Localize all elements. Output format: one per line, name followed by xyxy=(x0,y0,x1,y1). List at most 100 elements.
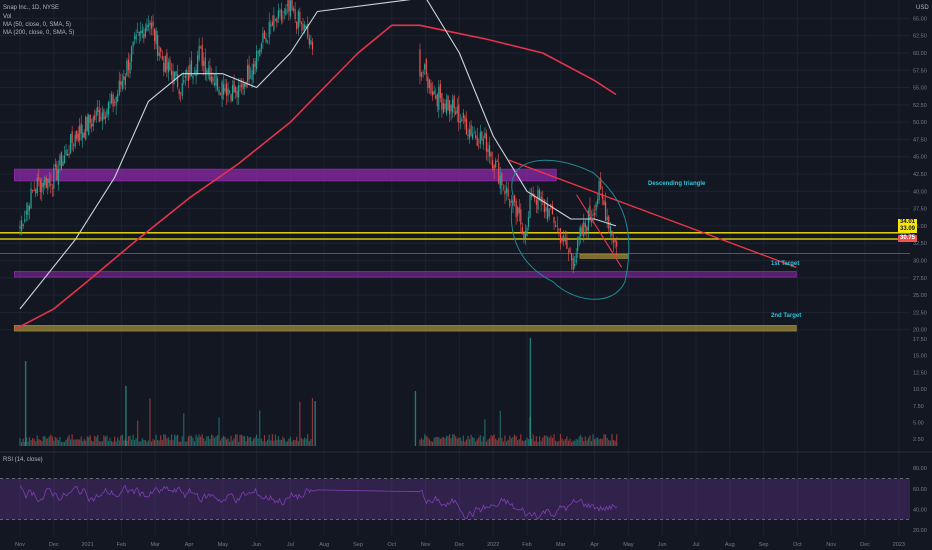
volume-bar xyxy=(236,434,238,446)
volume-bar xyxy=(586,440,588,446)
candle-body xyxy=(574,263,576,266)
candle-body xyxy=(198,45,200,60)
volume-bar xyxy=(581,437,583,446)
candle-body xyxy=(612,240,615,243)
price-tick-label: 40.00 xyxy=(913,189,927,195)
x-tick-label: 2022 xyxy=(487,542,499,548)
volume-bar xyxy=(24,441,26,446)
x-tick-label: May xyxy=(623,542,634,548)
candle-body xyxy=(265,38,267,42)
volume-tick-label: 7.50 xyxy=(913,404,924,410)
candle-body xyxy=(170,70,173,76)
lower-yellow-price-tag: 33.09 xyxy=(898,226,918,233)
wedge-outline xyxy=(510,159,630,300)
volume-bar xyxy=(510,438,512,446)
candle-body xyxy=(237,84,240,98)
candle-body xyxy=(152,21,154,27)
volume-bar xyxy=(289,436,291,446)
x-tick-label: Aug xyxy=(319,542,329,548)
volume-bar xyxy=(80,436,82,446)
volume-bar xyxy=(456,438,458,446)
candle-body xyxy=(150,23,153,29)
price-tick-label: 52.50 xyxy=(913,103,927,109)
volume-spike xyxy=(125,386,127,446)
volume-bar xyxy=(28,437,31,446)
volume-bar xyxy=(183,413,185,446)
volume-bar xyxy=(251,441,253,446)
candle-body xyxy=(450,104,452,112)
volume-bar xyxy=(498,437,500,446)
volume-bar xyxy=(263,434,266,446)
candle-body xyxy=(53,167,55,189)
volume-bar xyxy=(514,434,516,446)
candle-body xyxy=(249,76,252,78)
candle-body xyxy=(267,41,269,43)
candle-body xyxy=(143,34,145,39)
first-target-label: 1st Target xyxy=(771,261,800,267)
volume-bar xyxy=(206,436,208,446)
candle-body xyxy=(465,118,468,135)
candle-body xyxy=(88,115,90,135)
candle-body xyxy=(458,104,460,123)
candle-body xyxy=(545,207,547,212)
candle-body xyxy=(436,94,438,107)
volume-bar xyxy=(167,437,170,446)
volume-bar xyxy=(282,436,284,446)
candle-body xyxy=(543,200,545,213)
candle-body xyxy=(30,188,32,209)
candle-body xyxy=(209,65,211,81)
candle-body xyxy=(425,59,427,75)
candle-body xyxy=(120,81,122,85)
volume-bar xyxy=(219,440,222,446)
second-target-zone xyxy=(13,325,797,332)
volume-bar xyxy=(233,438,235,446)
volume-bar xyxy=(558,440,560,446)
volume-bar xyxy=(216,435,219,446)
volume-bar xyxy=(231,440,234,446)
volume-bar xyxy=(44,435,46,446)
volume-bar xyxy=(439,438,441,446)
candle-body xyxy=(442,103,445,113)
volume-bar xyxy=(153,440,156,446)
candle-body xyxy=(101,112,103,121)
volume-bar xyxy=(300,438,303,446)
volume-bar xyxy=(509,435,511,446)
volume-bar xyxy=(173,434,176,446)
candle-body xyxy=(470,124,472,136)
volume-bar xyxy=(595,437,597,446)
volume-bar xyxy=(543,435,545,446)
candle-body xyxy=(274,19,276,20)
candle-body xyxy=(155,30,157,45)
ma50-label: MA (50, close, 0, SMA, 5) xyxy=(3,22,72,28)
volume-tick-label: 12.50 xyxy=(913,370,927,376)
candle-body xyxy=(467,134,469,136)
volume-bar xyxy=(523,440,525,446)
candle-body xyxy=(563,235,565,242)
volume-bar xyxy=(587,437,590,446)
volume-bar xyxy=(422,439,424,446)
candle-body xyxy=(271,21,273,26)
volume-bar xyxy=(83,439,85,446)
volume-bar xyxy=(186,441,188,446)
candle-body xyxy=(452,99,454,113)
volume-bar xyxy=(441,437,443,446)
volume-tick-label: 5.00 xyxy=(913,421,924,427)
candle-body xyxy=(25,210,27,215)
candle-body xyxy=(527,217,530,227)
volume-bar xyxy=(164,434,166,446)
candle-body xyxy=(303,24,306,29)
volume-bar xyxy=(538,436,541,446)
candle-body xyxy=(447,95,449,111)
candle-body xyxy=(462,112,464,118)
candle-body xyxy=(299,11,301,23)
candle-body xyxy=(160,48,162,52)
volume-bar xyxy=(507,439,509,446)
volume-bar xyxy=(448,434,451,446)
volume-bar xyxy=(545,435,547,446)
candle-body xyxy=(230,94,232,101)
volume-bar xyxy=(496,440,498,446)
candle-body xyxy=(509,199,511,207)
candle-body xyxy=(561,238,563,242)
candle-body xyxy=(92,117,94,127)
